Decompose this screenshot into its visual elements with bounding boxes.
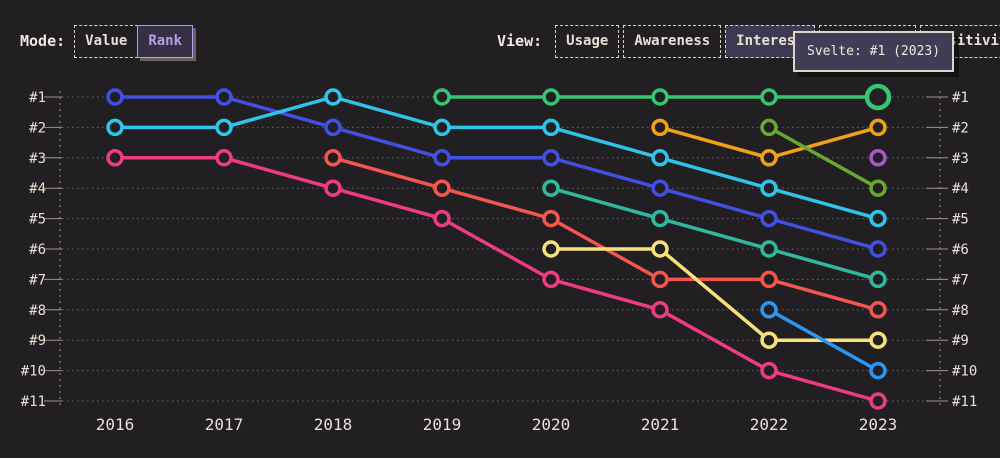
- y-axis-label-left: #5: [29, 212, 46, 228]
- y-axis-label-right: #2: [952, 120, 969, 136]
- mode-toggle-group: Mode: Value Rank: [20, 25, 194, 58]
- mode-button-rank[interactable]: Rank: [137, 25, 194, 58]
- series-point-pink-2016[interactable]: [106, 149, 124, 167]
- tooltip-svelte-rank: Svelte: #1 (2023): [793, 31, 955, 72]
- series-point-blue-2017[interactable]: [215, 88, 233, 106]
- series-line-salmon: [331, 156, 880, 312]
- series-point-pink-2017[interactable]: [215, 149, 233, 167]
- series-point-salmon-2019[interactable]: [433, 179, 451, 197]
- series-point-purple-2023[interactable]: [869, 149, 887, 167]
- series-point-pink-2019[interactable]: [433, 209, 451, 228]
- series-line-cyan: [113, 95, 880, 221]
- series-point-amber-2023[interactable]: [869, 118, 887, 137]
- series-point-teal-2022[interactable]: [760, 240, 778, 258]
- series-point-salmon-2020[interactable]: [542, 209, 560, 228]
- series-point-cyan-2022[interactable]: [760, 179, 778, 197]
- view-label: View:: [497, 32, 543, 50]
- x-axis-label: 2019: [423, 415, 462, 434]
- series-point-salmon-2022[interactable]: [760, 270, 778, 289]
- x-axis-label: 2016: [96, 415, 135, 434]
- series-point-cyan-2023[interactable]: [869, 209, 887, 228]
- mode-button-value[interactable]: Value: [74, 25, 139, 58]
- y-axis-label-left: #4: [29, 181, 46, 197]
- series-point-blue-2019[interactable]: [433, 149, 451, 167]
- series-point-cyan-2018[interactable]: [324, 88, 342, 106]
- series-point-salmon-2021[interactable]: [651, 270, 669, 289]
- series-line-teal: [549, 186, 880, 282]
- series-point-pink-2020[interactable]: [542, 270, 560, 289]
- series-point-teal-2021[interactable]: [651, 209, 669, 228]
- series-line-olive: [767, 125, 880, 190]
- x-axis-label: 2018: [314, 415, 353, 434]
- series-point-teal-2020[interactable]: [542, 179, 560, 197]
- y-axis-label-left: #6: [29, 242, 46, 258]
- y-axis-label-right: #9: [952, 333, 969, 349]
- series-point-olive-2023[interactable]: [869, 179, 887, 197]
- series-line-pink: [113, 156, 880, 403]
- y-axis-label-right: #11: [952, 394, 977, 410]
- y-axis-label-right: #10: [952, 364, 977, 380]
- series-point-salmon-2018[interactable]: [324, 149, 342, 167]
- series-point-sky-2023[interactable]: [869, 361, 887, 380]
- y-axis-label-right: #4: [952, 181, 969, 197]
- x-axis-label: 2020: [532, 415, 571, 434]
- series-point-cyan-2020[interactable]: [542, 118, 560, 137]
- series-point-yellow-2020[interactable]: [542, 240, 560, 258]
- series-point-salmon-2023[interactable]: [869, 301, 887, 319]
- series-point-blue-2023[interactable]: [869, 240, 887, 258]
- x-axis-label: 2017: [205, 415, 244, 434]
- x-axis-label: 2021: [641, 415, 680, 434]
- view-button-awareness[interactable]: Awareness: [623, 25, 722, 58]
- series-point-amber-2022[interactable]: [760, 149, 778, 167]
- y-axis-label-left: #9: [29, 333, 46, 349]
- series-point-blue-2021[interactable]: [651, 179, 669, 197]
- series-point-olive-2022[interactable]: [760, 118, 778, 137]
- y-axis-label-left: #11: [21, 394, 46, 410]
- series-point-pink-2022[interactable]: [760, 361, 778, 380]
- series-point-blue-2018[interactable]: [324, 118, 342, 137]
- view-button-usage[interactable]: Usage: [555, 25, 620, 58]
- y-axis-label-left: #10: [21, 364, 46, 380]
- y-axis-label-left: #1: [29, 90, 46, 106]
- y-axis-label-left: #7: [29, 272, 46, 288]
- series-point-blue-2022[interactable]: [760, 209, 778, 228]
- series-point-pink-2018[interactable]: [324, 179, 342, 197]
- series-point-pink-2021[interactable]: [651, 301, 669, 319]
- x-axis-label: 2023: [859, 415, 898, 434]
- y-axis-label-right: #8: [952, 303, 969, 319]
- x-axis-label: 2022: [750, 415, 789, 434]
- series-point-teal-2023[interactable]: [869, 270, 887, 289]
- y-axis-label-right: #5: [952, 212, 969, 228]
- series-point-blue-2016[interactable]: [106, 88, 124, 106]
- series-point-cyan-2019[interactable]: [433, 118, 451, 137]
- series-point-cyan-2016[interactable]: [106, 118, 124, 137]
- y-axis-label-left: #3: [29, 151, 46, 167]
- series-line-sky: [767, 308, 880, 373]
- mode-label: Mode:: [20, 32, 66, 50]
- series-point-blue-2020[interactable]: [542, 149, 560, 167]
- series-point-cyan-2021[interactable]: [651, 149, 669, 167]
- y-axis-label-right: #3: [952, 151, 969, 167]
- series-point-green-2023[interactable]: [864, 83, 892, 111]
- series-line-blue: [113, 95, 880, 251]
- series-point-yellow-2023[interactable]: [869, 331, 887, 349]
- y-axis-label-left: #8: [29, 303, 46, 319]
- y-axis-label-right: #6: [952, 242, 969, 258]
- y-axis-label-left: #2: [29, 120, 46, 136]
- series-point-pink-2023[interactable]: [869, 392, 887, 410]
- series-point-green-2021[interactable]: [651, 88, 669, 106]
- series-point-yellow-2021[interactable]: [651, 240, 669, 258]
- series-point-green-2020[interactable]: [542, 88, 560, 106]
- series-point-yellow-2022[interactable]: [760, 331, 778, 349]
- series-point-sky-2022[interactable]: [760, 301, 778, 319]
- series-point-green-2019[interactable]: [433, 88, 451, 106]
- y-axis-label-right: #1: [952, 90, 969, 106]
- series-point-green-2022[interactable]: [760, 88, 778, 106]
- series-point-amber-2021[interactable]: [651, 118, 669, 137]
- series-point-cyan-2017[interactable]: [215, 118, 233, 137]
- y-axis-label-right: #7: [952, 272, 969, 288]
